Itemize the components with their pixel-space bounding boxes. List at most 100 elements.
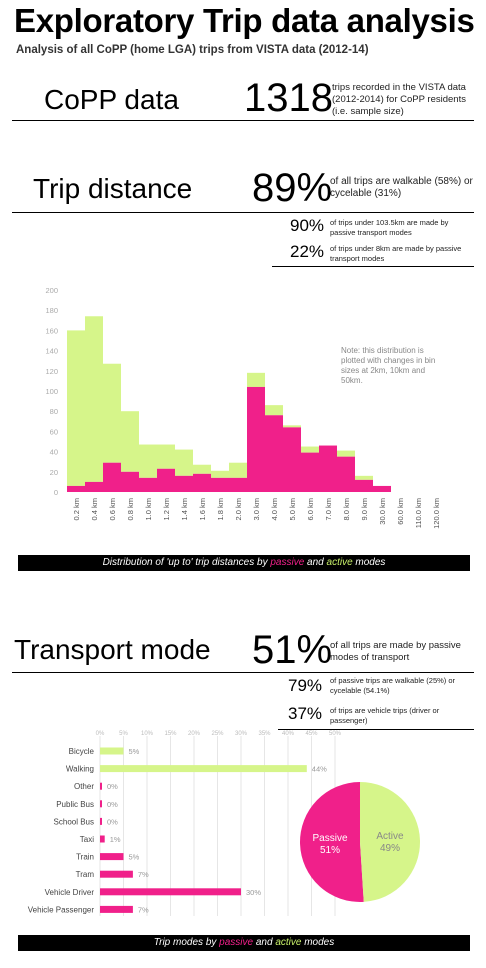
histogram-x-tick: 7.0 km bbox=[324, 498, 333, 521]
bar-value-label: 1% bbox=[110, 835, 121, 844]
copp-desc: trips recorded in the VISTA data (2012-2… bbox=[332, 82, 466, 117]
bar-value-label: 0% bbox=[107, 800, 118, 809]
histogram-bar-passive bbox=[175, 475, 193, 492]
histogram-bar-passive bbox=[337, 456, 355, 492]
histogram-bar-active bbox=[157, 444, 175, 469]
bar-category-label: Taxi bbox=[80, 835, 94, 844]
transport-mode-banner: Trip modes by passive and active modes bbox=[18, 935, 470, 951]
histogram-bar-active bbox=[247, 372, 265, 387]
banner-text-post: modes bbox=[301, 937, 335, 948]
active-slice bbox=[360, 782, 421, 902]
mode-bar bbox=[100, 782, 102, 790]
banner-text-mid: and bbox=[304, 557, 327, 568]
bar-x-tick: 25% bbox=[211, 731, 224, 737]
bar-category-label: Public Bus bbox=[56, 800, 94, 809]
transport-mode-label: Transport mode bbox=[14, 634, 211, 665]
bar-category-label: Tram bbox=[76, 870, 95, 879]
bar-value-label: 30% bbox=[246, 888, 261, 897]
histogram-y-tick: 80 bbox=[50, 407, 58, 416]
page-title: Exploratory Trip data analysis bbox=[14, 2, 475, 39]
histogram-bar-active bbox=[265, 405, 283, 416]
bar-value-label: 7% bbox=[138, 905, 149, 914]
histogram-x-tick: 110.0 km bbox=[414, 498, 423, 528]
histogram-bar-passive bbox=[283, 427, 301, 492]
histogram-x-tick: 30.0 km bbox=[378, 498, 387, 525]
trip-distance-value: 89% bbox=[252, 166, 333, 210]
histogram-x-tick: 1.6 km bbox=[198, 498, 207, 521]
bar-category-label: Train bbox=[76, 853, 94, 862]
mode-bar bbox=[100, 835, 105, 843]
histogram-bar-active bbox=[85, 316, 103, 482]
histogram-bar-passive bbox=[103, 462, 121, 492]
histogram-bar-active bbox=[301, 446, 319, 453]
bar-x-tick: 10% bbox=[141, 731, 154, 737]
trip-stat-divider bbox=[272, 266, 474, 267]
mode-bar bbox=[100, 800, 102, 808]
bar-x-tick: 30% bbox=[235, 731, 248, 737]
histogram-bar-active bbox=[175, 449, 193, 476]
banner-text-post: modes bbox=[352, 557, 386, 568]
histogram-y-tick: 40 bbox=[50, 448, 58, 457]
bar-category-label: Other bbox=[74, 782, 94, 791]
bar-value-label: 5% bbox=[129, 747, 140, 756]
mode-bar bbox=[100, 888, 241, 896]
transport-mode-desc: of all trips are made by passive modes o… bbox=[330, 640, 461, 663]
pie-slice-name: Active bbox=[376, 831, 404, 842]
histogram-x-tick: 6.0 km bbox=[306, 498, 315, 521]
bar-value-label: 0% bbox=[107, 817, 118, 826]
histogram-bar-passive bbox=[265, 415, 283, 492]
mode-bar bbox=[100, 853, 124, 861]
copp-label: CoPP data bbox=[44, 84, 179, 115]
bar-x-tick: 45% bbox=[305, 731, 318, 737]
mode-stat-2-value: 37% bbox=[288, 704, 323, 723]
mode-bar bbox=[100, 905, 133, 913]
histogram-bar-active bbox=[229, 462, 247, 478]
histogram-x-tick: 2.0 km bbox=[234, 498, 243, 521]
bar-value-label: 7% bbox=[138, 870, 149, 879]
histogram-bar-active bbox=[211, 470, 229, 478]
histogram-bar-active bbox=[139, 444, 157, 478]
bar-x-tick: 35% bbox=[258, 731, 271, 737]
trip-distance-desc: of all trips are walkable (58%) or cycel… bbox=[330, 176, 473, 199]
bar-value-label: 0% bbox=[107, 782, 118, 791]
bar-category-label: Bicycle bbox=[69, 747, 95, 756]
page-subtitle: Analysis of all CoPP (home LGA) trips fr… bbox=[16, 44, 369, 56]
histogram-x-tick: 1.4 km bbox=[180, 498, 189, 521]
trip-stat-2-value: 22% bbox=[290, 242, 325, 261]
histogram-x-tick: 5.0 km bbox=[288, 498, 297, 521]
histogram-bar-passive bbox=[211, 477, 229, 492]
bar-category-label: Walking bbox=[66, 765, 94, 774]
histogram-bar-passive bbox=[229, 477, 247, 492]
histogram-bar-passive bbox=[373, 485, 391, 492]
bar-x-tick: 5% bbox=[119, 731, 128, 737]
histogram-y-tick: 180 bbox=[45, 306, 58, 315]
histogram-y-tick: 160 bbox=[45, 326, 58, 335]
histogram-bar-passive bbox=[85, 481, 103, 492]
histogram-bar-passive bbox=[319, 445, 337, 492]
passive-slice bbox=[300, 782, 364, 902]
trip-stat-1-value: 90% bbox=[290, 216, 325, 235]
histogram-bar-active bbox=[67, 330, 85, 486]
trip-distance-label: Trip distance bbox=[33, 173, 193, 204]
bar-x-tick: 15% bbox=[164, 731, 177, 737]
banner-passive: passive bbox=[270, 557, 305, 568]
histogram-y-tick: 120 bbox=[45, 367, 58, 376]
histogram-x-tick: 1.8 km bbox=[216, 498, 225, 521]
pie-slice-value: 51% bbox=[320, 845, 340, 856]
mode-stat-divider bbox=[278, 729, 474, 730]
pie-slice-value: 49% bbox=[380, 843, 400, 854]
trip-stat-1-desc: of trips under 103.5km are made by passi… bbox=[330, 218, 449, 237]
histogram-x-tick: 120.0 km bbox=[432, 498, 441, 529]
histogram-x-tick: 0.2 km bbox=[72, 498, 81, 521]
transport-mode-divider bbox=[12, 672, 474, 673]
mode-stat-2-desc: of trips are vehicle trips (driver or pa… bbox=[330, 706, 440, 725]
histogram-x-tick: 9.0 km bbox=[360, 498, 369, 521]
mode-bar bbox=[100, 765, 307, 773]
bar-x-tick: 20% bbox=[188, 731, 201, 737]
banner-text-pre: Trip modes by bbox=[153, 937, 220, 948]
bar-x-tick: 40% bbox=[282, 731, 295, 737]
banner-passive: passive bbox=[219, 937, 254, 948]
histogram-y-tick: 20 bbox=[50, 468, 58, 477]
trip-stat-2-desc: of trips under 8km are made by passive t… bbox=[330, 244, 462, 263]
